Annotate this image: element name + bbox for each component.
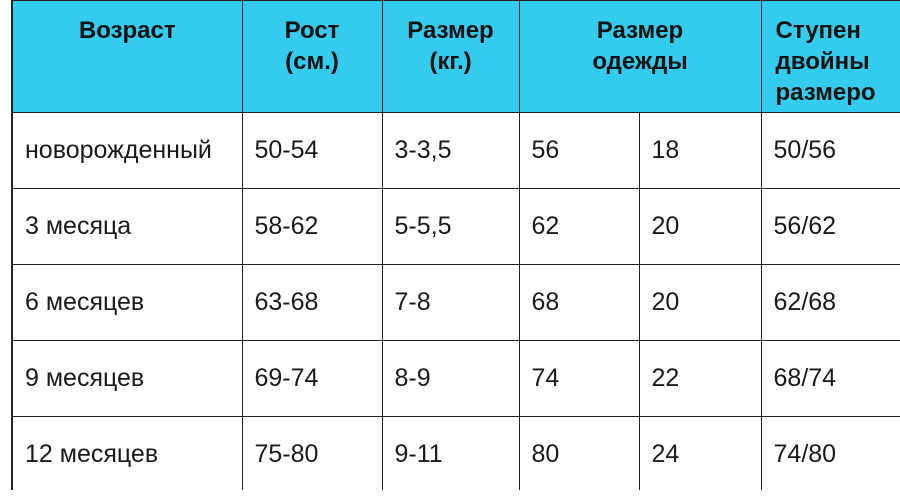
cell-size-b: 20 — [638, 264, 762, 341]
header-double-size: Ступен двойны размеро — [760, 0, 900, 113]
cell-height: 69-74 — [241, 340, 383, 417]
header-clothes-size: Размер одежды — [518, 0, 762, 113]
cell-size-a: 80 — [518, 416, 640, 490]
cell-age: 3 месяца — [11, 188, 243, 265]
header-age-line-1: Возраст — [78, 17, 176, 44]
cell-age: 12 месяцев — [11, 416, 243, 490]
table-row: 9 месяцев 69-74 8-9 74 22 68/74 — [11, 340, 900, 417]
header-weight-line-2: (кг.) — [429, 48, 472, 75]
table-row: 3 месяца 58-62 5-5,5 62 20 56/62 — [11, 188, 900, 265]
cell-double: 56/62 — [760, 188, 900, 265]
cell-height: 50-54 — [241, 112, 383, 189]
cell-size-a: 62 — [518, 188, 640, 265]
header-double-line-2: двойны — [775, 48, 870, 75]
cell-size-a: 56 — [518, 112, 640, 189]
cell-size-b: 18 — [638, 112, 762, 189]
cell-height: 63-68 — [241, 264, 383, 341]
size-chart: Возраст Рост (см.) Размер (кг.) Размер о… — [11, 0, 900, 490]
cell-weight: 3-3,5 — [381, 112, 520, 189]
header-height-line-1: Рост — [284, 17, 340, 44]
table-row: новорожденный 50-54 3-3,5 56 18 50/56 — [11, 112, 900, 189]
cell-size-a: 74 — [518, 340, 640, 417]
header-clothes-line-1: Размер — [596, 17, 684, 44]
header-row: Возраст Рост (см.) Размер (кг.) Размер о… — [11, 0, 900, 113]
cell-size-b: 20 — [638, 188, 762, 265]
cell-weight: 9-11 — [381, 416, 520, 490]
cell-size-b: 22 — [638, 340, 762, 417]
header-age: Возраст — [11, 0, 243, 113]
cell-weight: 8-9 — [381, 340, 520, 417]
cell-weight: 7-8 — [381, 264, 520, 341]
cell-double: 50/56 — [760, 112, 900, 189]
cell-double: 74/80 — [760, 416, 900, 490]
cell-age: 9 месяцев — [11, 340, 243, 417]
cell-height: 75-80 — [241, 416, 383, 490]
header-height: Рост (см.) — [241, 0, 383, 113]
cell-size-b: 24 — [638, 416, 762, 490]
header-weight: Размер (кг.) — [381, 0, 520, 113]
table-row: 12 месяцев 75-80 9-11 80 24 74/80 — [11, 416, 900, 490]
header-clothes-line-2: одежды — [592, 48, 688, 75]
header-double-line-1: Ступен — [775, 17, 861, 44]
cell-age: новорожденный — [11, 112, 243, 189]
cell-age: 6 месяцев — [11, 264, 243, 341]
header-weight-line-1: Размер — [407, 17, 494, 44]
cell-double: 68/74 — [760, 340, 900, 417]
cell-weight: 5-5,5 — [381, 188, 520, 265]
header-double-line-3: размеро — [775, 79, 876, 106]
cell-double: 62/68 — [760, 264, 900, 341]
table-row: 6 месяцев 63-68 7-8 68 20 62/68 — [11, 264, 900, 341]
size-table: Возраст Рост (см.) Размер (кг.) Размер о… — [11, 0, 900, 490]
cell-size-a: 68 — [518, 264, 640, 341]
cell-height: 58-62 — [241, 188, 383, 265]
header-height-line-2: (см.) — [285, 48, 339, 75]
